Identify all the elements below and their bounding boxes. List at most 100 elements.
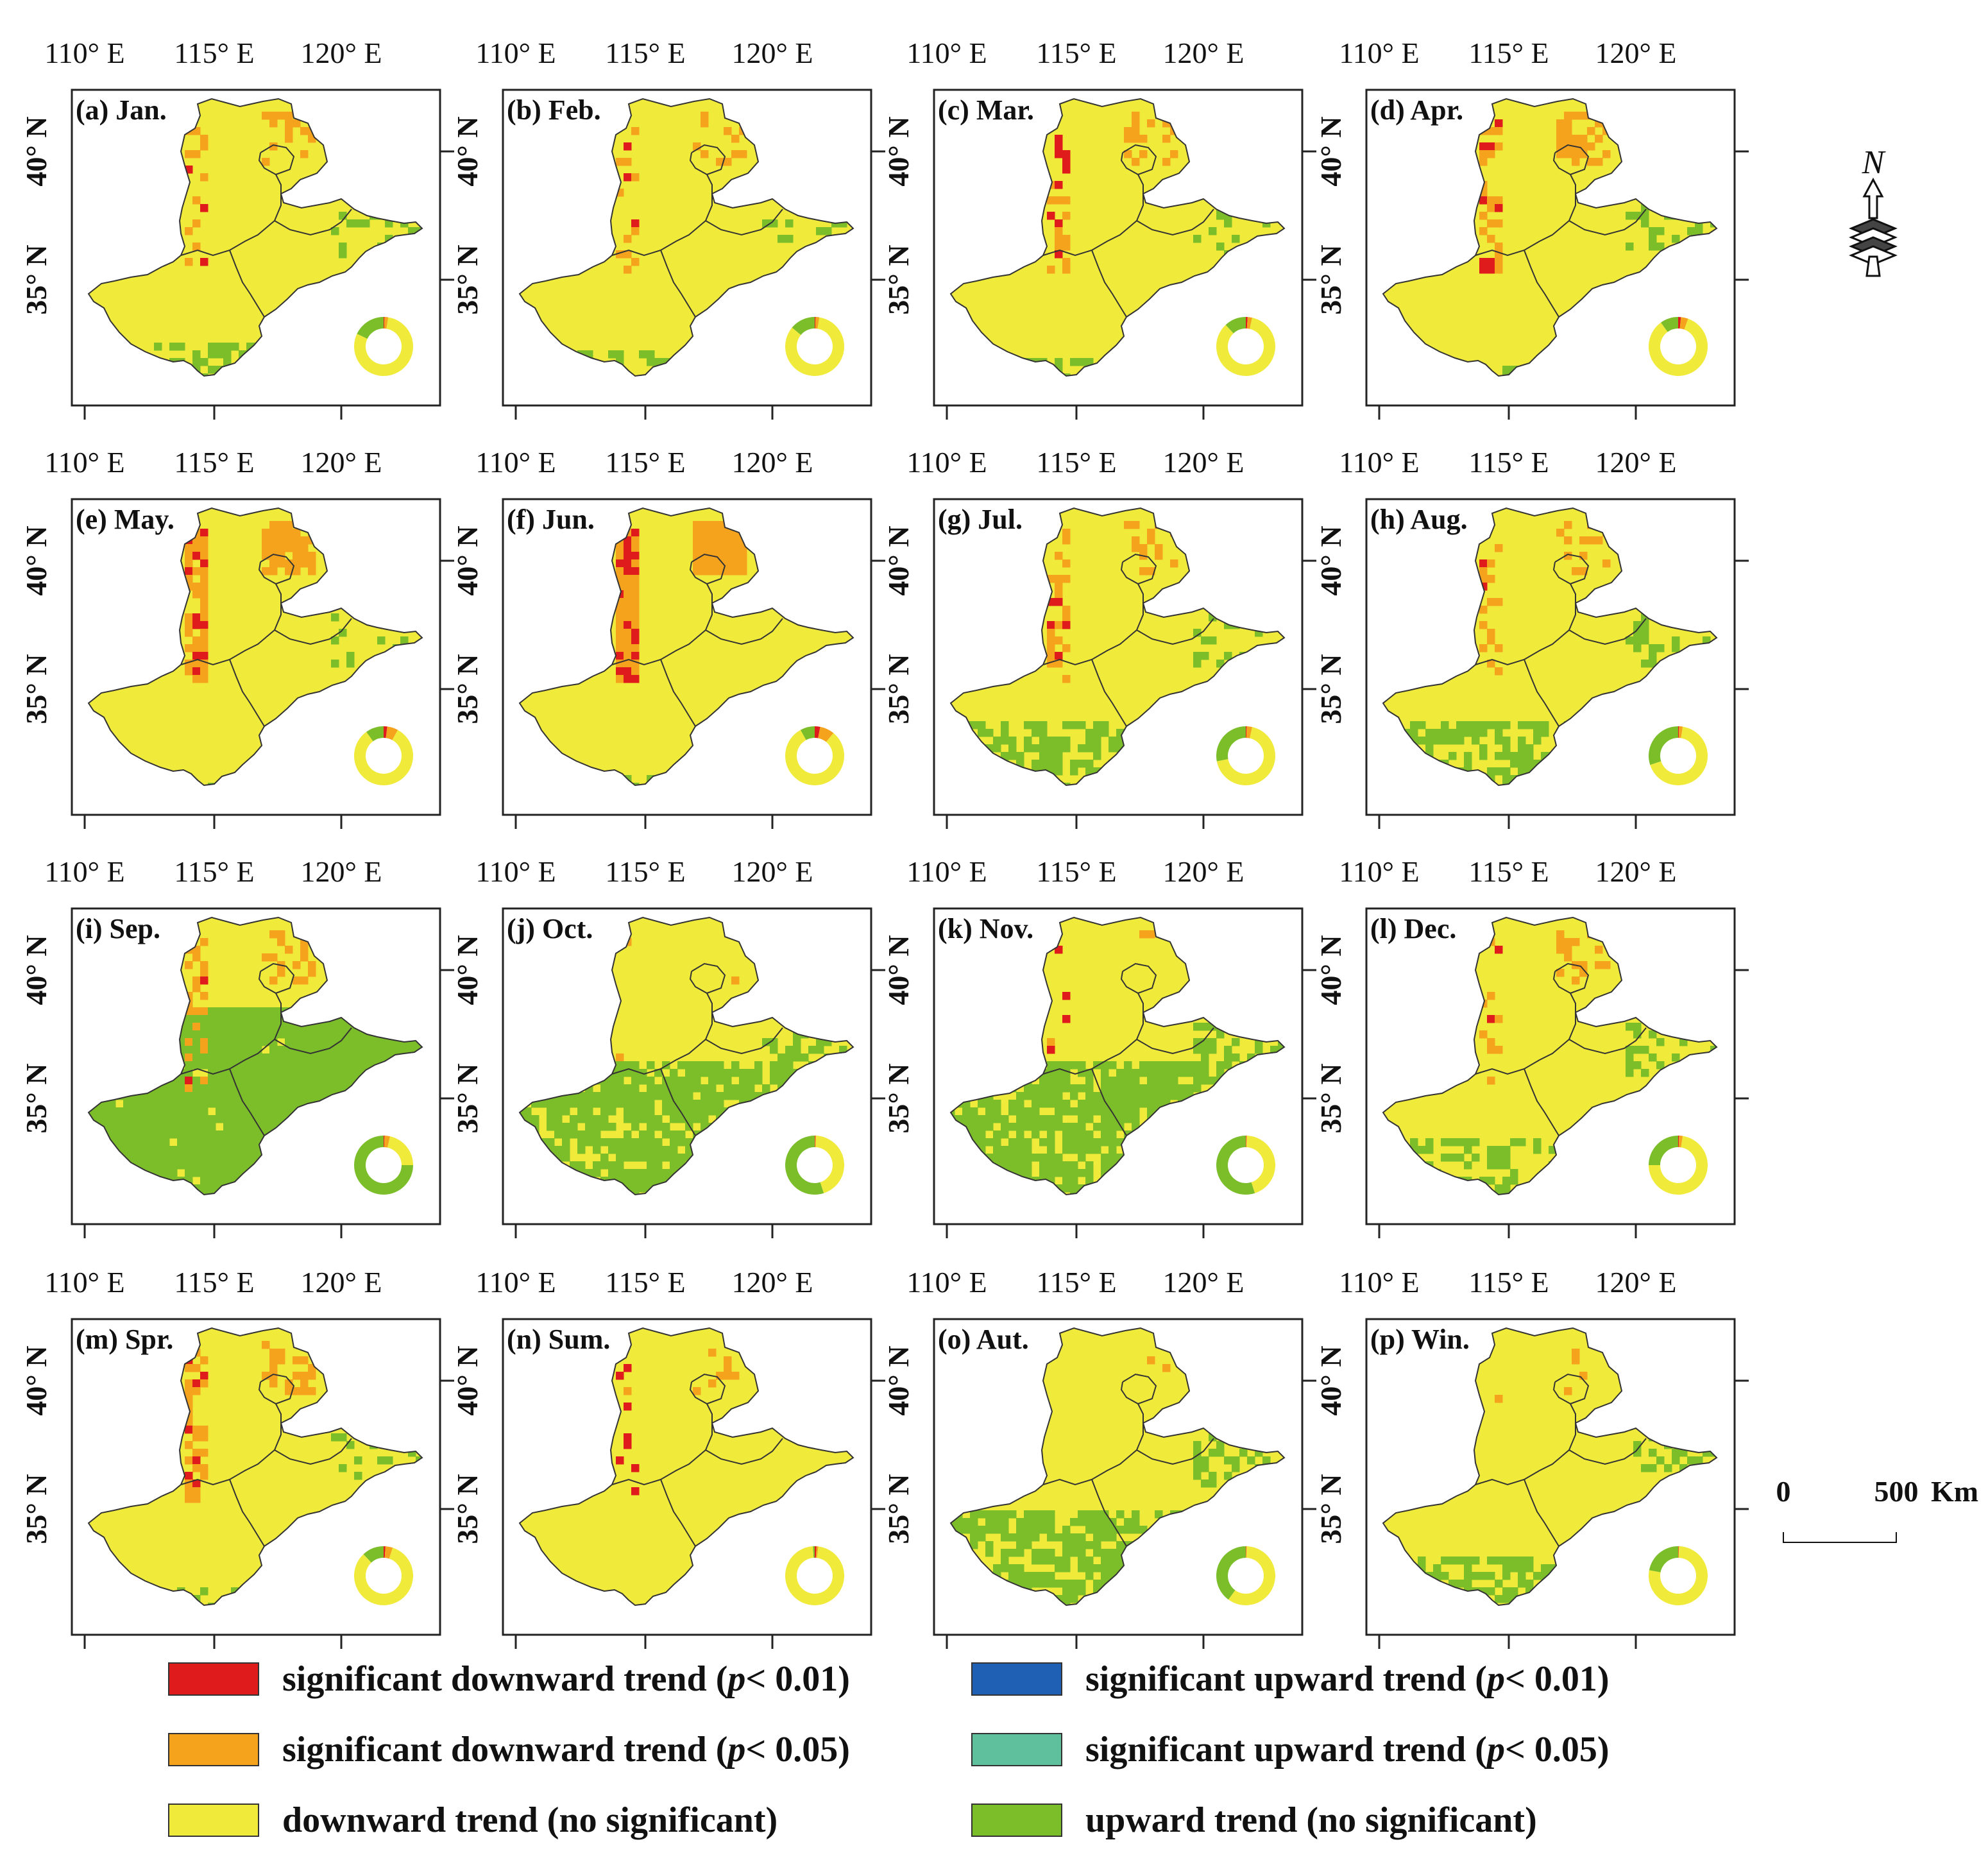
trend-cell	[600, 1084, 609, 1093]
trend-cell	[1170, 559, 1178, 568]
trend-cell	[239, 1107, 247, 1116]
trend-cell	[631, 1464, 640, 1472]
trend-cell	[639, 1092, 647, 1100]
y-tick-label: 40° N	[882, 525, 915, 595]
trend-cell	[1062, 1107, 1071, 1116]
trend-cell	[1085, 1161, 1094, 1170]
trend-cell	[262, 1115, 270, 1123]
trend-cell	[231, 1030, 239, 1039]
trend-cell	[323, 1084, 332, 1093]
trend-cell	[1695, 227, 1703, 235]
province-boundary	[1552, 553, 1590, 585]
trend-cell	[1487, 636, 1495, 645]
trend-cell	[1032, 760, 1040, 768]
trend-cell	[1587, 158, 1595, 166]
trend-cell	[269, 567, 278, 576]
trend-cell	[1193, 1084, 1202, 1093]
trend-cell	[200, 173, 208, 182]
province-boundary	[274, 209, 352, 236]
trend-cell	[131, 1100, 139, 1108]
trend-cell	[631, 621, 640, 629]
trend-cell	[1633, 1046, 1642, 1054]
trend-cell	[531, 1115, 539, 1123]
trend-cell	[1101, 721, 1109, 729]
trend-cell	[1070, 1549, 1078, 1557]
trend-cell	[677, 1092, 686, 1100]
trend-cell	[269, 1053, 278, 1062]
trend-cell	[1602, 150, 1611, 158]
trend-cell	[1464, 1146, 1472, 1154]
trend-cell	[1024, 1123, 1032, 1131]
trend-cell	[262, 1341, 270, 1349]
trend-cell	[293, 976, 301, 985]
trend-cell	[1495, 544, 1503, 552]
trend-cell	[1132, 158, 1140, 166]
trend-cell	[1518, 737, 1526, 745]
trend-cell	[970, 721, 978, 729]
trend-cell	[1479, 752, 1488, 760]
trend-cell	[177, 1077, 185, 1085]
trend-cell	[624, 552, 632, 560]
trend-cell	[1109, 1077, 1117, 1085]
trend-cell	[185, 621, 193, 629]
trend-cell	[577, 1092, 586, 1100]
trend-cell	[670, 1077, 678, 1085]
trend-cell	[624, 1403, 632, 1411]
trend-cell	[608, 1161, 616, 1170]
trend-cell	[1649, 1030, 1657, 1039]
trend-cell	[1649, 644, 1657, 652]
trend-cell	[631, 1146, 640, 1154]
trend-cell	[285, 529, 293, 537]
trend-cell	[1595, 158, 1603, 166]
trend-cell	[631, 1177, 640, 1185]
trend-cell	[254, 1038, 262, 1046]
trend-cell	[1147, 567, 1155, 576]
trend-cell	[1062, 1564, 1071, 1573]
trend-cell	[1070, 1107, 1078, 1116]
trend-cell	[1139, 1084, 1148, 1093]
trend-cell	[192, 358, 201, 366]
province-boundary	[1552, 144, 1590, 176]
trend-cell	[308, 961, 316, 969]
trend-cell	[600, 1138, 609, 1147]
trend-cell	[716, 158, 724, 166]
x-tick-label: 120° E	[301, 37, 382, 69]
trend-cell	[162, 1169, 170, 1177]
trend-cell	[200, 606, 208, 614]
trend-cell	[377, 1456, 386, 1465]
trend-cell	[1085, 1130, 1094, 1139]
trend-cell	[993, 1115, 1001, 1123]
trend-cell	[200, 373, 208, 376]
trend-cell	[624, 660, 632, 668]
trend-cell	[631, 1061, 640, 1070]
trend-cell	[1047, 1038, 1055, 1046]
trend-cell	[223, 1169, 232, 1177]
trend-cell	[1093, 721, 1101, 729]
trend-cell	[154, 1092, 162, 1100]
trend-cell	[608, 1146, 616, 1154]
trend-cell	[192, 1023, 201, 1031]
x-tick-label: 115° E	[1468, 855, 1549, 888]
trend-cell	[1201, 1053, 1209, 1062]
map-panel: 110° E 115° E 120° E40° N35° N(c) Mar.	[882, 37, 1316, 420]
trend-cell	[293, 567, 301, 576]
trend-cell	[1487, 219, 1495, 228]
trend-cell	[1449, 752, 1457, 760]
trend-cell	[177, 1154, 185, 1162]
trend-cell	[1649, 652, 1657, 660]
trend-cell	[1479, 606, 1488, 614]
trend-cell	[208, 366, 216, 374]
trend-cell	[185, 1364, 193, 1372]
trend-cell	[701, 1100, 709, 1108]
trend-cell	[1224, 1046, 1232, 1054]
trend-cell	[331, 1023, 339, 1031]
trend-cell	[231, 1023, 239, 1031]
trend-cell	[192, 567, 201, 576]
trend-cell	[300, 976, 309, 985]
trend-cell	[1070, 1169, 1078, 1177]
trend-cell	[216, 1100, 224, 1108]
trend-cell	[1047, 1549, 1055, 1557]
trend-cell	[254, 1107, 262, 1116]
trend-cell	[608, 1092, 616, 1100]
trend-cell	[1078, 1100, 1086, 1108]
